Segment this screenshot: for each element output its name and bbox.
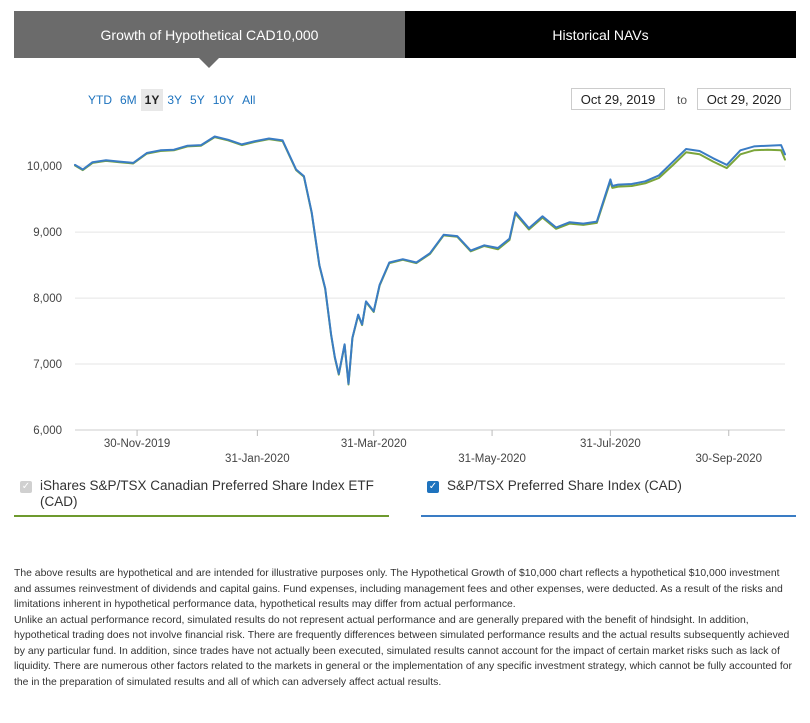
range-10y[interactable]: 10Y <box>212 93 235 107</box>
range-selector: YTD 6M 1Y 3Y 5Y 10Y All <box>84 89 259 111</box>
disclaimer-paragraph-2: Unlike an actual performance record, sim… <box>14 614 792 688</box>
range-5y[interactable]: 5Y <box>190 93 205 107</box>
x-tick-label: 31-Jul-2020 <box>580 438 641 450</box>
chart-tabs: Growth of Hypothetical CAD10,000 Histori… <box>14 11 796 68</box>
tab-historical-navs[interactable]: Historical NAVs <box>405 11 796 58</box>
legend-index-underline <box>421 515 796 517</box>
start-date-field[interactable]: Oct 29, 2019 <box>571 88 665 110</box>
range-all[interactable]: All <box>242 93 256 107</box>
legend-fund-label: iShares S&P/TSX Canadian Preferred Share… <box>40 478 374 509</box>
y-tick-label: 8,000 <box>33 293 62 305</box>
x-tick-label: 31-Jan-2020 <box>225 453 290 465</box>
series-line-index <box>74 135 786 385</box>
disclaimer: The above results are hypothetical and a… <box>14 566 796 690</box>
x-tick-label: 30-Sep-2020 <box>695 453 762 465</box>
tab-navs-label: Historical NAVs <box>552 26 649 43</box>
checkbox-icon[interactable]: ✓ <box>20 481 32 493</box>
y-tick-label: 9,000 <box>33 227 62 239</box>
y-tick-label: 10,000 <box>27 161 62 173</box>
end-date-field[interactable]: Oct 29, 2020 <box>697 88 791 110</box>
x-tick-label: 31-May-2020 <box>458 453 526 465</box>
y-tick-label: 7,000 <box>33 359 62 371</box>
range-3y[interactable]: 3Y <box>167 93 183 107</box>
date-range-separator: to <box>677 93 688 107</box>
legend-fund-underline <box>14 515 389 517</box>
series-line-fund <box>74 136 786 386</box>
legend-index[interactable]: ✓ S&P/TSX Preferred Share Index (CAD) <box>421 478 796 494</box>
caret-down-icon <box>199 58 219 68</box>
range-ytd[interactable]: YTD <box>88 93 112 107</box>
x-tick-label: 30-Nov-2019 <box>104 438 170 450</box>
tab-growth-label: Growth of Hypothetical CAD10,000 <box>100 26 319 43</box>
disclaimer-paragraph-1: The above results are hypothetical and a… <box>14 568 783 610</box>
range-1y[interactable]: 1Y <box>140 89 164 111</box>
x-tick-label: 31-Mar-2020 <box>341 438 407 450</box>
tab-growth[interactable]: Growth of Hypothetical CAD10,000 <box>14 11 405 68</box>
y-tick-label: 6,000 <box>33 425 62 437</box>
checkbox-icon[interactable]: ✓ <box>427 481 439 493</box>
growth-chart: 6,000 7,000 8,000 9,000 10,000 30-Nov-2019 31-… <box>27 135 786 465</box>
range-6m[interactable]: 6M <box>120 93 137 107</box>
legend-fund[interactable]: ✓ iShares S&P/TSX Canadian Preferred Sha… <box>14 478 389 510</box>
legend-index-label: S&P/TSX Preferred Share Index (CAD) <box>447 478 682 493</box>
